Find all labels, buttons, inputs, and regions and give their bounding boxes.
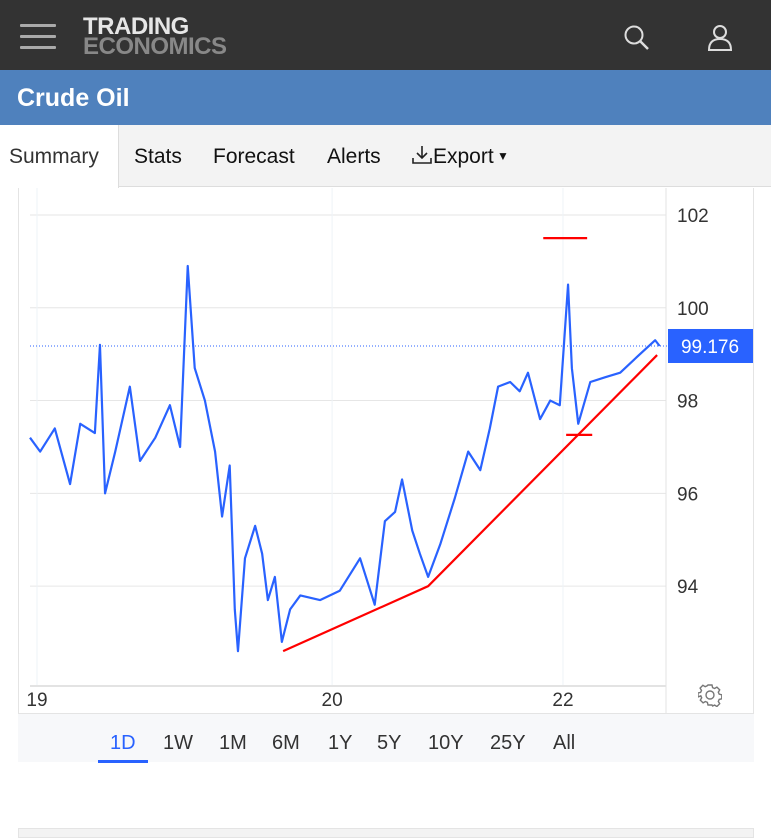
- last-price-badge: [668, 328, 753, 363]
- tab-stats[interactable]: Stats: [134, 145, 182, 168]
- last-price-value: 99.176: [681, 337, 739, 358]
- user-icon[interactable]: [706, 24, 734, 52]
- export-label: Export: [433, 145, 494, 168]
- logo-top: TRADING: [83, 13, 189, 40]
- tab-alerts[interactable]: Alerts: [327, 145, 381, 168]
- range-6m[interactable]: 6M: [272, 732, 300, 754]
- page-title: Crude Oil: [0, 70, 771, 125]
- gear-icon[interactable]: [698, 683, 722, 707]
- logo-bottom: ECONOMICS: [83, 33, 227, 60]
- logo[interactable]: TRADING ECONOMICS: [83, 13, 227, 60]
- y-tick-label: 102: [677, 206, 709, 227]
- range-1m[interactable]: 1M: [219, 732, 247, 754]
- search-icon[interactable]: [623, 24, 651, 52]
- download-icon: [412, 146, 432, 164]
- y-tick-label: 100: [677, 299, 709, 320]
- tab-bar: Summary Stats Forecast Alerts Export ▼: [0, 125, 771, 188]
- range-selector: 1D 1W 1M 6M 1Y 5Y 10Y 25Y All: [18, 713, 754, 763]
- tab-forecast[interactable]: Forecast: [213, 145, 295, 168]
- range-all[interactable]: All: [553, 732, 576, 754]
- trendline: [282, 354, 658, 653]
- x-tick-label: 22: [552, 690, 573, 711]
- range-1w[interactable]: 1W: [163, 732, 193, 754]
- tab-export[interactable]: Export ▼: [411, 145, 509, 169]
- range-5y[interactable]: 5Y: [377, 732, 402, 754]
- y-tick-label: 96: [677, 484, 698, 505]
- caret-down-icon: ▼: [493, 149, 509, 163]
- range-1y[interactable]: 1Y: [328, 732, 353, 754]
- top-nav: TRADING ECONOMICS: [0, 0, 771, 70]
- tab-summary[interactable]: Summary: [0, 125, 119, 188]
- price-line: [29, 264, 661, 653]
- y-tick-label: 94: [677, 577, 699, 598]
- x-tick-label: 19: [26, 690, 47, 711]
- range-10y[interactable]: 10Y: [428, 732, 464, 754]
- x-tick-label: 20: [322, 690, 343, 711]
- range-25y[interactable]: 25Y: [490, 732, 526, 754]
- y-tick-label: 98: [677, 392, 698, 413]
- next-section: [18, 828, 754, 838]
- hamburger-menu-icon[interactable]: [20, 24, 56, 50]
- range-1d[interactable]: 1D: [98, 732, 147, 763]
